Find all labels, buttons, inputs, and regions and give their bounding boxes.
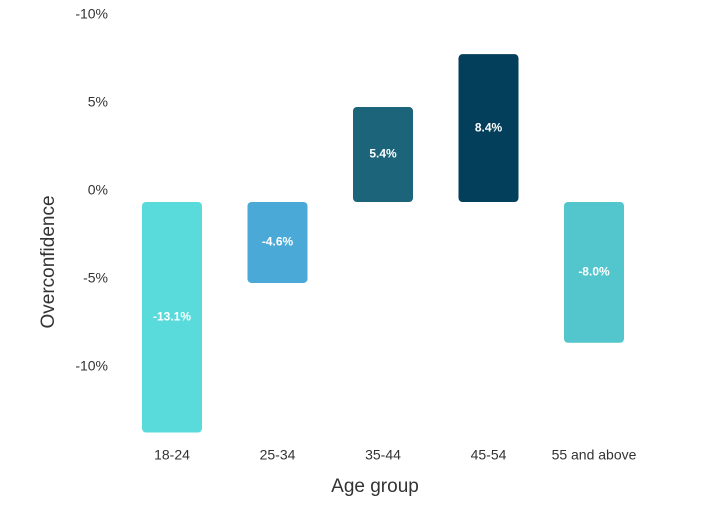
bar-value-label: -4.6% (262, 235, 294, 249)
y-tick-label: 5% (88, 94, 108, 110)
y-tick-label: -10% (75, 358, 108, 374)
bar-value-label: -8.0% (578, 265, 610, 279)
bar-value-label: 8.4% (475, 120, 503, 134)
y-tick-label: -10% (75, 6, 108, 22)
bar-value-label: 5.4% (369, 147, 397, 161)
x-axis-title: Age group (331, 476, 419, 497)
x-tick-label: 55 and above (552, 447, 637, 463)
x-tick-label: 35-44 (365, 447, 401, 463)
bar-value-label: -13.1% (153, 309, 191, 323)
bar-55-and-above (564, 202, 624, 343)
bar-45-54 (458, 54, 519, 202)
y-axis-ticks: -10% 5% 0% -5% -10% (75, 6, 108, 374)
x-tick-label: 45-54 (471, 447, 507, 463)
x-tick-label: 18-24 (154, 447, 190, 463)
y-axis-title: Overconfidence (38, 195, 59, 328)
x-axis-ticks: 18-24 25-34 35-44 45-54 55 and above (154, 447, 637, 463)
bars (142, 54, 624, 433)
data-labels: -13.1% -4.6% 5.4% 8.4% -8.0% (153, 120, 610, 323)
x-tick-label: 25-34 (260, 447, 296, 463)
bar-25-34 (247, 202, 308, 283)
y-tick-label: 0% (88, 182, 108, 198)
bar-18-24 (142, 202, 202, 433)
y-tick-label: -5% (83, 270, 108, 286)
bar-35-44 (353, 106, 413, 202)
